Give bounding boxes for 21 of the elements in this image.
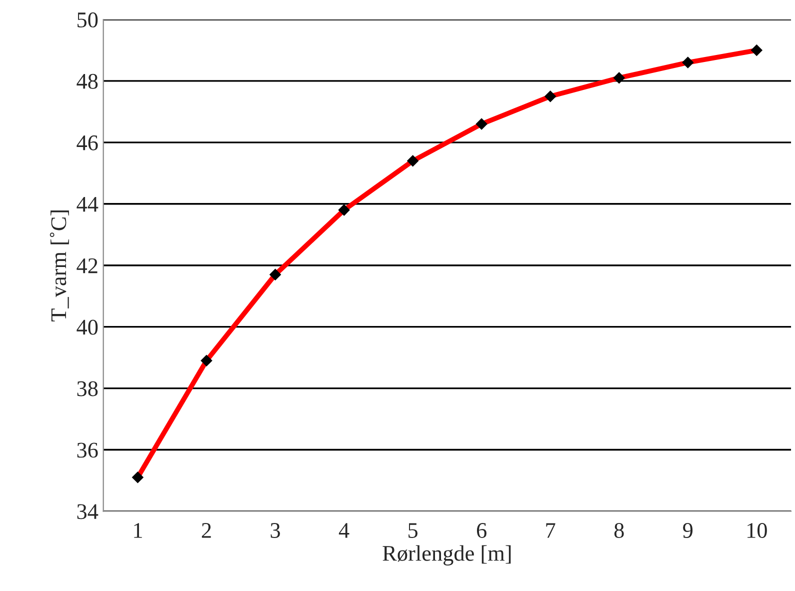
y-tick-label: 36 xyxy=(77,442,98,458)
x-tick-label: 5 xyxy=(408,523,418,538)
x-tick-label: 6 xyxy=(476,523,486,538)
y-tick-label: 48 xyxy=(76,74,98,89)
y-tick-label: 40 xyxy=(76,320,98,335)
x-tick-label: 8 xyxy=(614,522,624,538)
x-tick-label: 9 xyxy=(683,523,693,538)
x-tick-label: 4 xyxy=(338,523,350,538)
x-tick-label: 10 xyxy=(747,522,767,538)
y-tick-label: 38 xyxy=(77,381,98,396)
y-tick-label: 46 xyxy=(76,135,98,150)
y-tick-label: 34 xyxy=(77,504,98,520)
x-tick-label: 1 xyxy=(134,523,142,538)
y-axis-title: T_varm [˚C] xyxy=(50,210,69,322)
x-axis-title: Rørlengde [m] xyxy=(382,545,511,566)
x-tick-label: 7 xyxy=(546,523,556,538)
x-tick-label: 2 xyxy=(202,523,211,538)
y-tick-label: 50 xyxy=(78,12,98,28)
x-tick-label: 3 xyxy=(270,523,280,538)
y-tick-label: 44 xyxy=(76,196,98,212)
y-tick-label: 42 xyxy=(76,258,98,274)
